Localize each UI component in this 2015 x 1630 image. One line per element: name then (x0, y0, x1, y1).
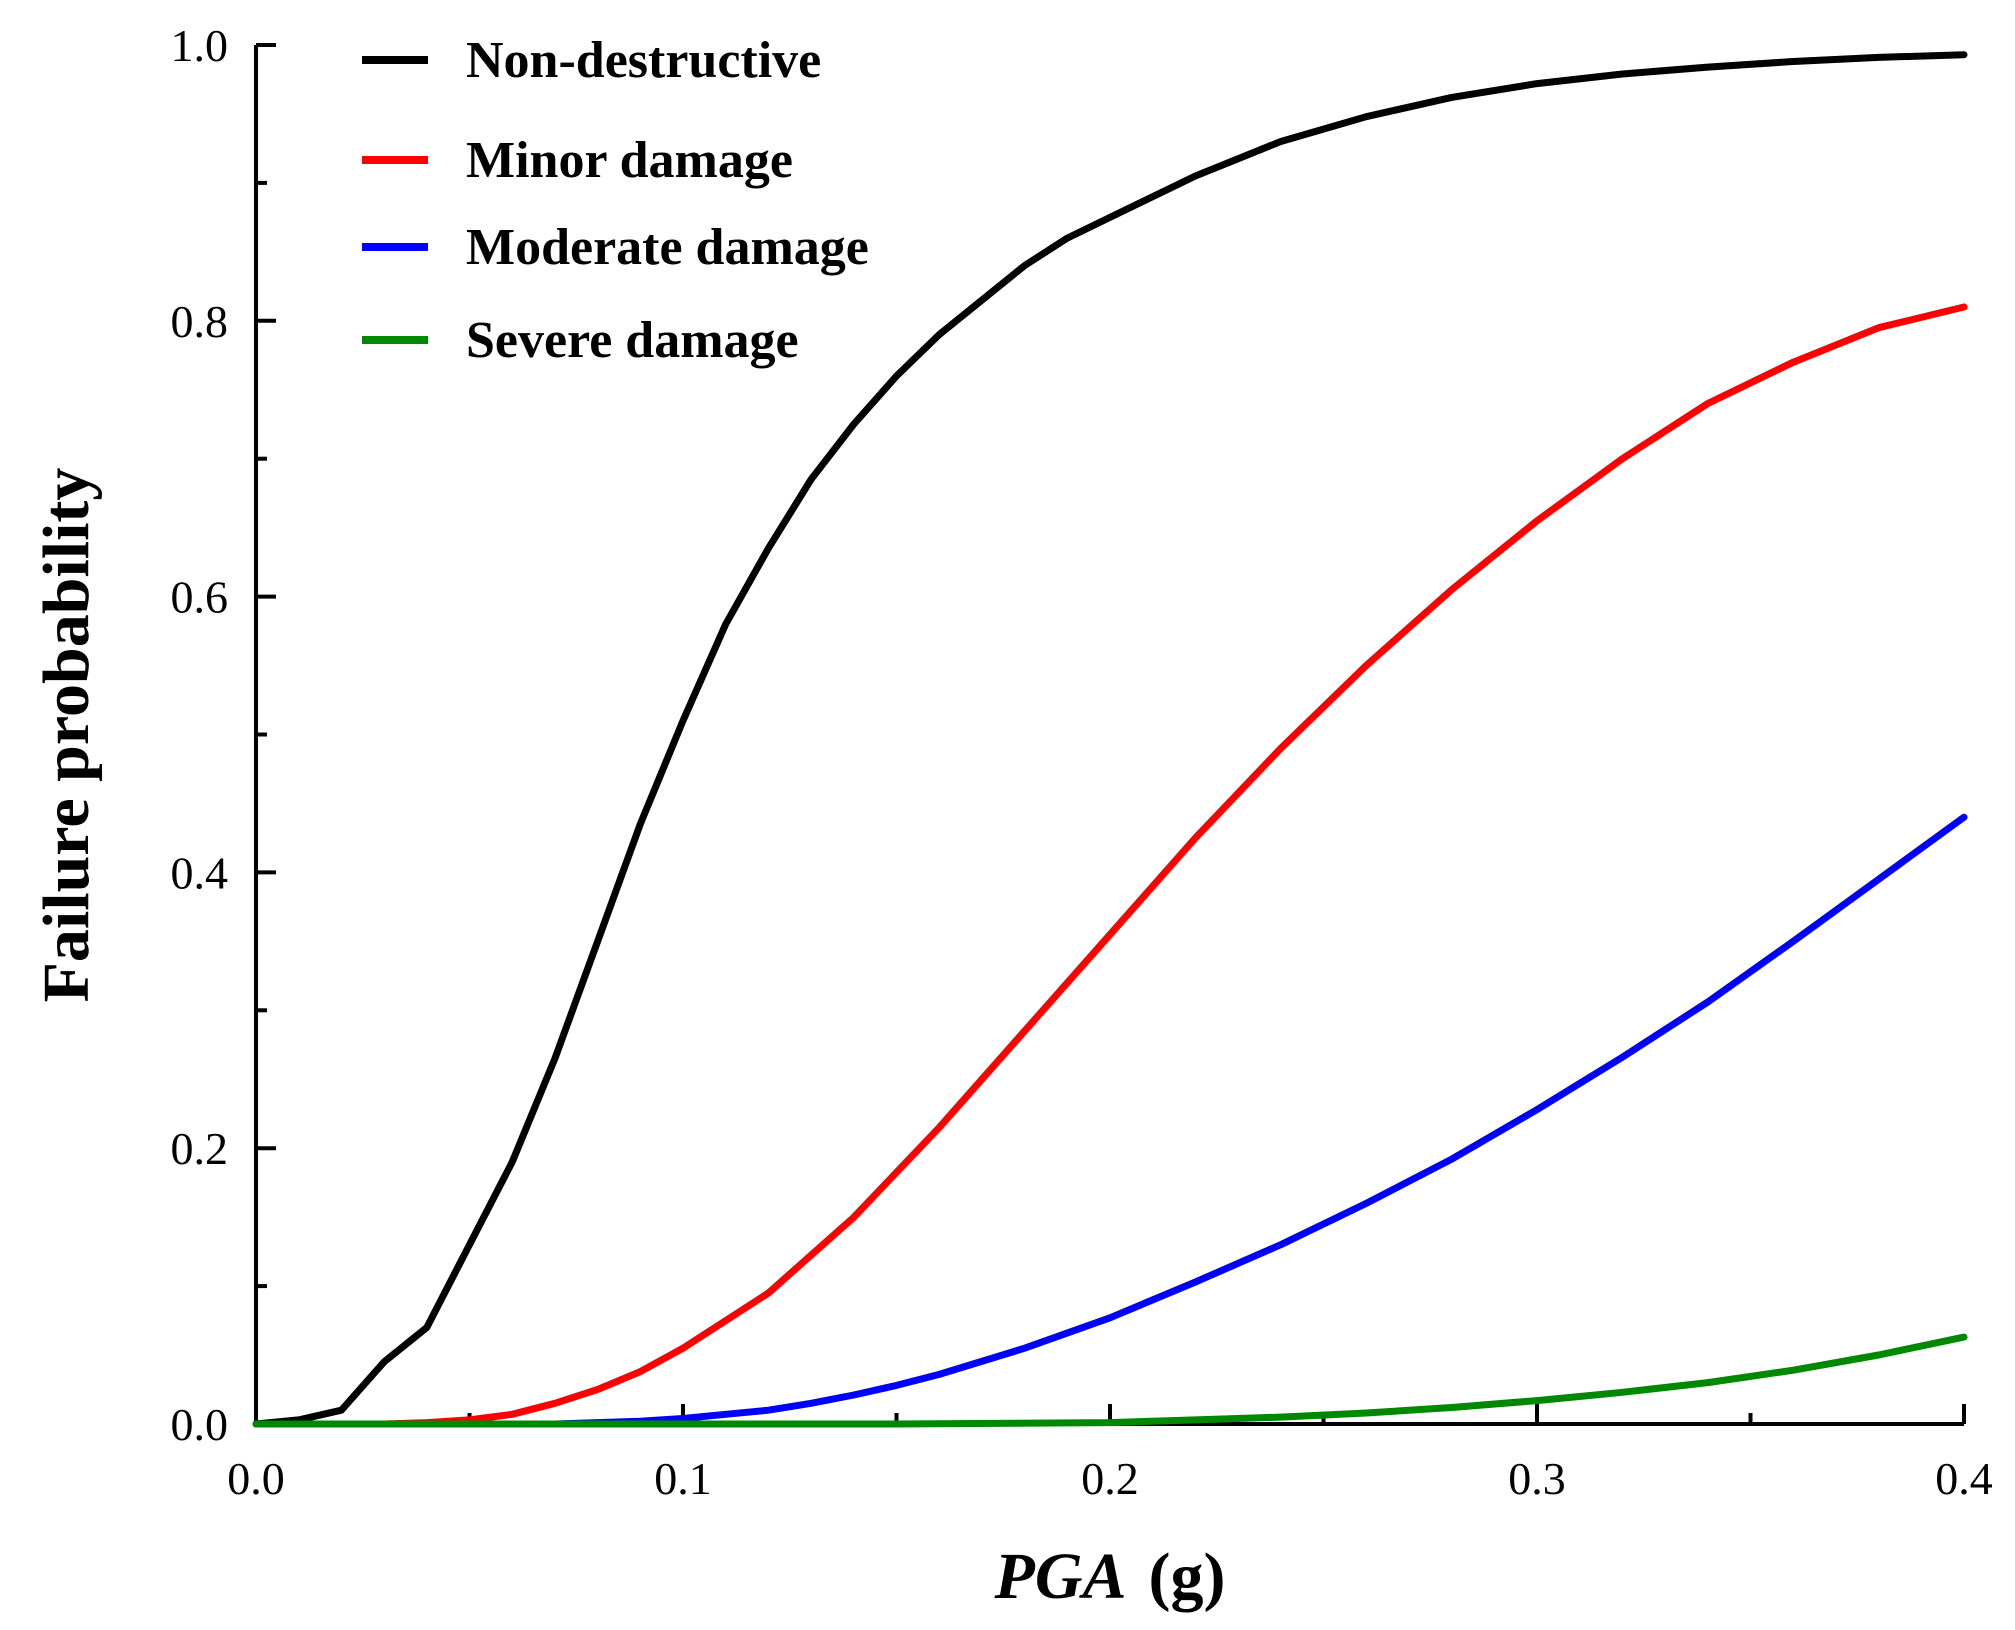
legend: Non-destructive Minor damage Moderate da… (362, 32, 869, 369)
x-axis-title-unit: (g) (1149, 1540, 1226, 1613)
y-tick-label: 0.0 (171, 1399, 229, 1450)
y-tick-label: 0.8 (171, 296, 229, 347)
x-axis-title-variable: PGA (994, 1540, 1127, 1613)
x-tick-label: 0.1 (654, 1453, 712, 1504)
tick-labels: 0.0 0.2 0.4 0.6 0.8 1.0 0.0 0.1 0.2 0.3 0.4 (171, 20, 1993, 1504)
series-line-severe-damage (252, 1333, 1968, 1428)
legend-label: Minor damage (466, 132, 793, 189)
y-tick-label: 0.4 (171, 847, 229, 898)
legend-item: Non-destructive (362, 32, 821, 89)
legend-item: Moderate damage (362, 219, 869, 276)
series-lines (252, 51, 1968, 1428)
x-tick-label: 0.0 (227, 1453, 285, 1504)
legend-item: Severe damage (362, 312, 799, 369)
axis-ticks (254, 43, 1966, 1426)
x-tick-label: 0.2 (1081, 1453, 1139, 1504)
series-line-non-destructive (252, 51, 1968, 1428)
x-tick-label: 0.3 (1508, 1453, 1566, 1504)
legend-label: Severe damage (466, 312, 799, 369)
series-line-minor-damage (380, 303, 1968, 1428)
y-axis-title: Failure probability (30, 468, 103, 1003)
y-tick-label: 1.0 (171, 20, 229, 71)
x-axis-title: PGA (g) (994, 1540, 1226, 1613)
legend-item: Minor damage (362, 132, 793, 189)
legend-label: Non-destructive (466, 32, 821, 89)
y-tick-label: 0.6 (171, 572, 229, 623)
y-tick-label: 0.2 (171, 1123, 229, 1174)
legend-label: Moderate damage (466, 219, 869, 276)
series-line-moderate-damage (551, 813, 1968, 1428)
x-tick-label: 0.4 (1935, 1453, 1993, 1504)
